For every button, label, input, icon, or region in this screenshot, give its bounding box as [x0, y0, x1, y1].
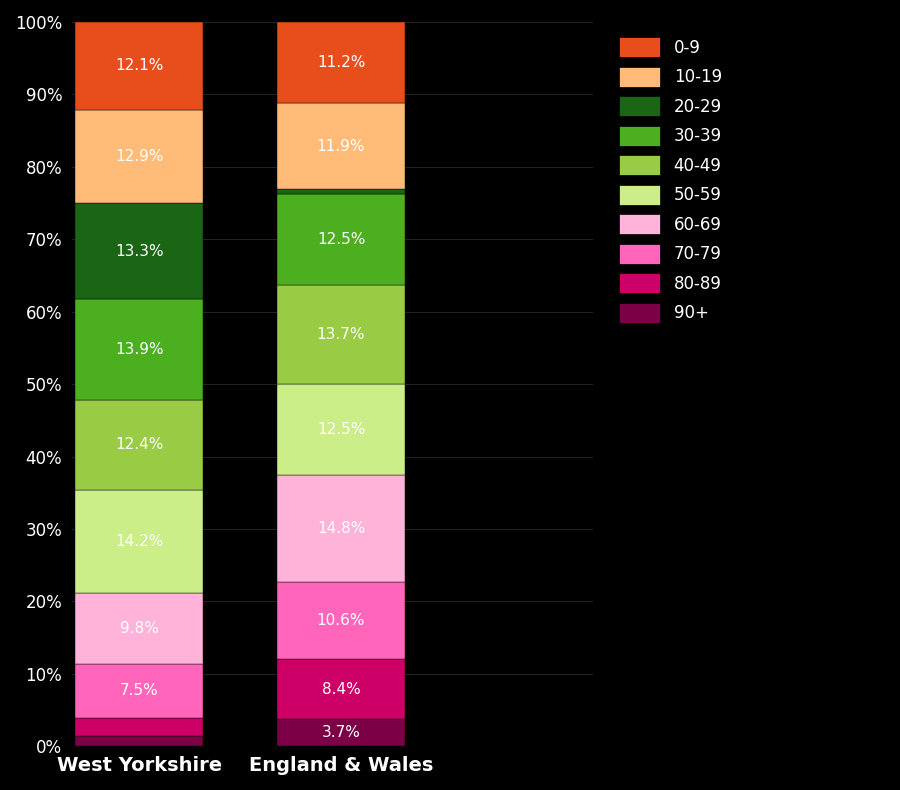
Bar	[76, 22, 203, 110]
Text: 11.2%: 11.2%	[317, 55, 365, 70]
Bar	[76, 592, 203, 664]
Bar	[76, 110, 203, 203]
Bar	[277, 384, 405, 475]
Text: 12.5%: 12.5%	[317, 422, 365, 437]
Text: 10.6%: 10.6%	[317, 613, 365, 628]
Text: 13.7%: 13.7%	[317, 327, 365, 342]
Text: 8.4%: 8.4%	[321, 682, 360, 697]
Bar	[277, 22, 405, 103]
Text: 13.9%: 13.9%	[115, 342, 164, 357]
Text: 12.1%: 12.1%	[115, 58, 164, 73]
Bar	[277, 285, 405, 384]
Bar	[76, 299, 203, 400]
Text: 11.9%: 11.9%	[317, 139, 365, 154]
Bar	[76, 203, 203, 299]
Text: 7.5%: 7.5%	[120, 683, 158, 698]
Text: 9.8%: 9.8%	[120, 621, 158, 636]
Bar	[277, 190, 405, 194]
Bar	[277, 582, 405, 659]
Bar	[76, 664, 203, 718]
Text: 12.5%: 12.5%	[317, 232, 365, 247]
Legend: 0-9, 10-19, 20-29, 30-39, 40-49, 50-59, 60-69, 70-79, 80-89, 90+: 0-9, 10-19, 20-29, 30-39, 40-49, 50-59, …	[612, 30, 728, 329]
Text: 12.4%: 12.4%	[115, 438, 164, 453]
Bar	[76, 490, 203, 592]
Text: 14.8%: 14.8%	[317, 521, 365, 536]
Text: 3.7%: 3.7%	[321, 725, 361, 740]
Bar	[76, 736, 203, 747]
Bar	[277, 194, 405, 285]
Bar	[277, 103, 405, 190]
Bar	[277, 475, 405, 582]
Bar	[76, 718, 203, 736]
Bar	[277, 659, 405, 720]
Bar	[277, 720, 405, 747]
Text: 13.3%: 13.3%	[115, 244, 164, 259]
Text: 12.9%: 12.9%	[115, 149, 164, 164]
Bar	[76, 400, 203, 490]
Text: 14.2%: 14.2%	[115, 534, 164, 549]
